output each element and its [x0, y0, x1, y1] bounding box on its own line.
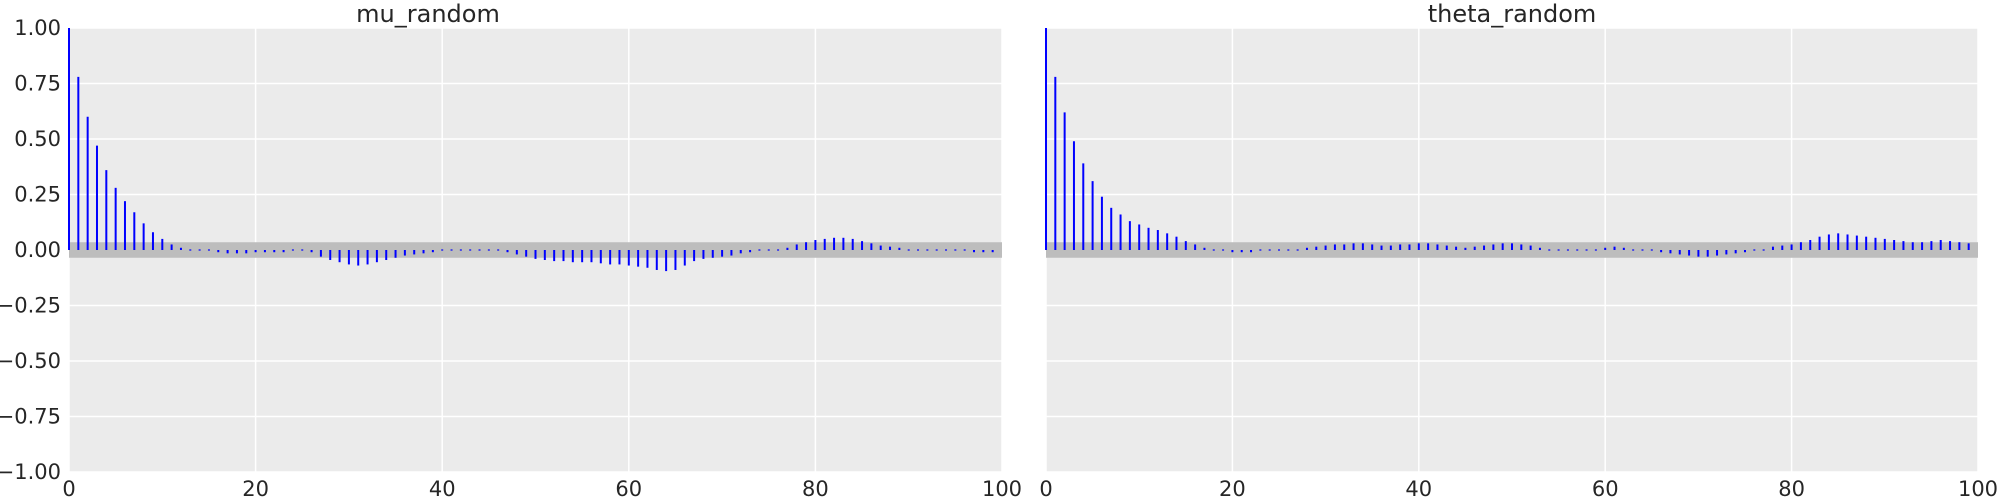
y-tick-label: 0.75 — [14, 72, 61, 96]
x-tick-label: 40 — [429, 477, 456, 500]
plot-area — [1045, 27, 1979, 473]
acf-panel-mu-random: mu_random 1.00 0.75 0.50 0.25 0.00 −0.25 −0.50… — [0, 0, 1022, 500]
panel-title: mu_random — [356, 0, 500, 28]
x-tick-label: 60 — [615, 477, 642, 500]
y-tick-label: 1.00 — [14, 16, 61, 40]
acf-panel-theta-random: theta_random 0 20 40 60 80 100 — [1039, 0, 1998, 500]
y-tick-label: −1.00 — [0, 460, 61, 484]
x-tick-label: 0 — [62, 477, 75, 500]
x-tick-label: 60 — [1592, 477, 1619, 500]
panel-title: theta_random — [1428, 0, 1597, 28]
x-tick-label: 80 — [1778, 477, 1805, 500]
x-tick-label: 20 — [1219, 477, 1246, 500]
x-tick-label: 80 — [802, 477, 829, 500]
x-tick-label: 0 — [1039, 477, 1052, 500]
y-axis-ticks: 1.00 0.75 0.50 0.25 0.00 −0.25 −0.50 −0.75 −1.00 — [0, 16, 61, 484]
y-tick-label: −0.50 — [0, 349, 61, 373]
y-tick-label: 0.50 — [14, 127, 61, 151]
x-tick-label: 100 — [1958, 477, 1998, 500]
x-tick-label: 20 — [242, 477, 269, 500]
plot-area — [68, 27, 1003, 473]
y-tick-label: 0.00 — [14, 238, 61, 262]
y-tick-label: −0.75 — [0, 405, 61, 429]
x-tick-label: 100 — [982, 477, 1022, 500]
x-tick-label: 40 — [1405, 477, 1432, 500]
x-axis-ticks: 0 20 40 60 80 100 — [1039, 477, 1998, 500]
x-axis-ticks: 0 20 40 60 80 100 — [62, 477, 1022, 500]
y-tick-label: −0.25 — [0, 294, 61, 318]
y-tick-label: 0.25 — [14, 183, 61, 207]
